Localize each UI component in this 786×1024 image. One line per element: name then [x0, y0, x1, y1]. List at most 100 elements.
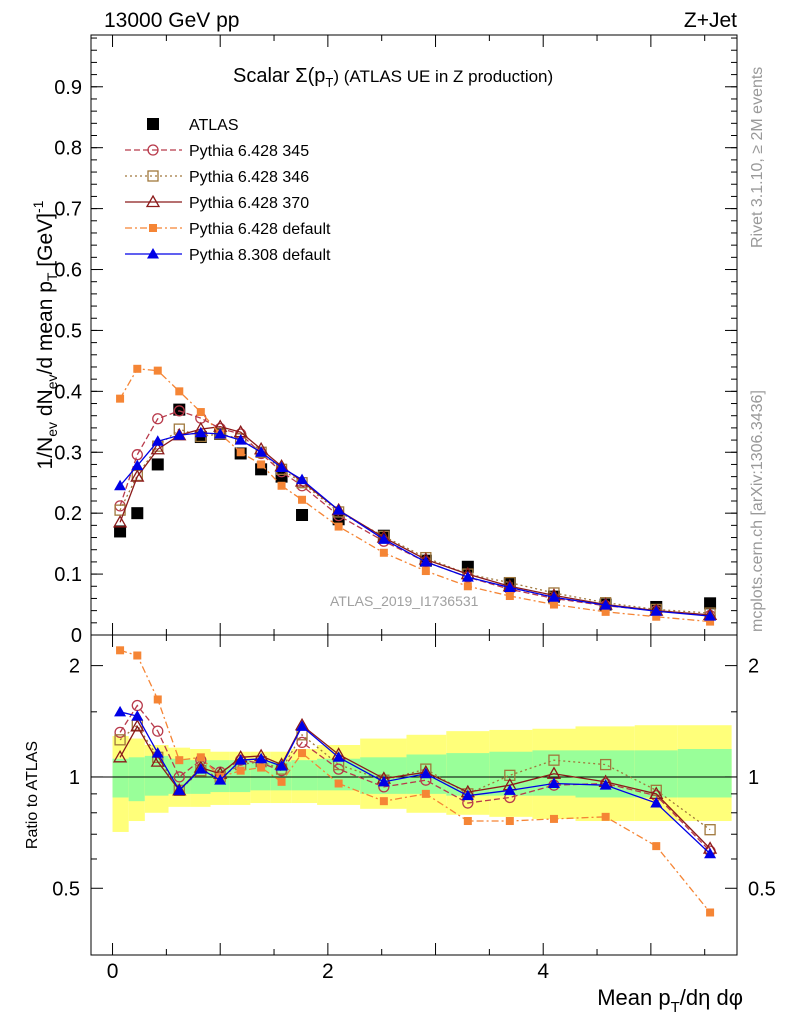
series-5-ratio-point: [461, 789, 474, 801]
series-5-ratio-point: [255, 752, 268, 764]
y-tick-label-ratio-right: 0.5: [748, 878, 776, 900]
series-4-point: [257, 460, 266, 469]
legend-marker-4: [149, 224, 157, 232]
series-4-ratio-point: [463, 817, 472, 826]
band-inner-bin: [128, 757, 145, 802]
x-tick-label: 4: [537, 960, 549, 983]
series-5-point: [114, 479, 127, 491]
title-main: Scalar Σ(p: [233, 65, 325, 87]
data-point: [114, 525, 127, 538]
series-2-ratio-point: [650, 784, 662, 796]
series-4-ratio-point: [257, 763, 266, 772]
series-5-point: [173, 429, 186, 440]
series-5-point: [377, 533, 390, 544]
series-5-ratio-point: [234, 754, 247, 765]
series-5-ratio-point: [377, 775, 390, 787]
series-5-ratio-point: [332, 751, 345, 762]
ylabel-p2: dN: [34, 389, 57, 422]
y-tick-label-main: 0.2: [54, 503, 82, 525]
y-tick-label-main: 0.8: [54, 138, 82, 160]
xlabel-s1: T: [671, 999, 680, 1016]
series-4-point: [505, 592, 514, 601]
series-4-point: [298, 495, 307, 504]
ylabel-p3: /d mean p: [34, 281, 57, 374]
series-2-ratio-point: [548, 754, 560, 766]
series-5-point: [234, 434, 247, 445]
legend: ATLAS Pythia 6.428 345 Pythia 6.428 346 Pyt…: [125, 117, 331, 264]
y-tick-label-main: 0.5: [54, 320, 82, 342]
series-4-point: [133, 364, 142, 373]
main-panel-frame: [90, 34, 738, 636]
series-5-ratio-point: [599, 779, 612, 790]
mcplots-label: mcplots.cern.ch [arXiv:1306.3436]: [749, 390, 766, 632]
series-4-point: [196, 408, 205, 417]
series-4-point: [379, 548, 388, 557]
band-inner-bin: [112, 758, 129, 798]
y-tick-label-ratio-right: 2: [748, 656, 759, 678]
series-5-point: [599, 599, 612, 610]
series-5-point: [194, 426, 207, 438]
y-tick-label-main: 0.3: [54, 442, 82, 464]
series-5-ratio-point: [419, 767, 432, 779]
series-4-point: [463, 582, 472, 591]
ylabel-s2: ev: [44, 374, 60, 389]
ratio-series: [112, 646, 718, 917]
series-2-ratio-point: [599, 758, 612, 771]
xlabel-p1: Mean p: [597, 985, 670, 1010]
ylabel-s3: T: [44, 272, 60, 281]
data-point: [131, 507, 144, 520]
y-tick-label-main: 0.9: [54, 77, 82, 99]
series-4-ratio-point: [334, 779, 343, 788]
series-5-point: [131, 459, 144, 471]
series-4-ratio-point: [133, 651, 142, 660]
band-inner-bin: [634, 750, 678, 798]
series-1-point: [152, 413, 164, 425]
ylabel-sup: -1: [30, 200, 46, 213]
analysis-watermark: ATLAS_2019_I1736531: [330, 593, 479, 609]
series-4-ratio-point: [116, 646, 125, 655]
series-3-ratio-point: [112, 750, 128, 763]
series-5-ratio-point: [214, 774, 227, 785]
series-5-ratio-point: [704, 847, 717, 859]
y-tick-label-main: 0.4: [54, 381, 82, 403]
series-5-point: [151, 435, 164, 446]
series-4-ratio-point: [379, 797, 388, 806]
series-3-point: [112, 514, 128, 528]
series-4-point: [652, 612, 661, 621]
x-axis-label: Mean pT/dη dφ: [597, 985, 743, 1016]
legend-label-3: Pythia 6.428 370: [189, 195, 309, 212]
series-1-ratio-point: [173, 771, 185, 783]
series-4-point: [334, 522, 343, 531]
series-5-ratio-point: [296, 720, 309, 731]
series-5-ratio-point: [503, 784, 516, 795]
series-1-line: [119, 410, 711, 617]
series-2-line: [119, 428, 711, 614]
series-4-point: [236, 448, 245, 457]
series-4-point: [549, 600, 558, 609]
data-point: [151, 458, 164, 471]
series-5-point: [461, 571, 474, 582]
series-5-line: [119, 432, 711, 617]
series-4-ratio-point: [277, 777, 286, 786]
y-tick-label-ratio: 1: [69, 767, 80, 789]
axis-ticks: 0 2 4 0 0.1 0.2 0.3 0.4 0.5 0.6 0.7 0.8 0.9 0.5 0.5 1 1 2…: [52, 35, 776, 983]
header-energy: 13000 GeV pp: [104, 9, 239, 32]
series-2-ratio-point: [114, 734, 126, 746]
chart-title: Scalar Σ(pT) (ATLAS UE in Z production): [233, 65, 553, 90]
legend-label-0: ATLAS: [189, 117, 239, 134]
series-4-ratio-point: [298, 749, 307, 758]
series-3-line: [119, 426, 711, 616]
legend-marker-3: [145, 194, 161, 208]
series-1-ratio-line: [119, 704, 711, 852]
series-5-ratio-point: [275, 760, 288, 771]
y-tick-label-main: 0: [71, 625, 82, 647]
legend-label-1: Pythia 6.428 345: [189, 143, 309, 160]
x-tick-label: 0: [107, 960, 119, 983]
series-3-point: [150, 441, 165, 455]
band-inner-bin: [575, 750, 635, 798]
legend-label-4: Pythia 6.428 default: [189, 221, 331, 238]
series-5-ratio-point: [173, 784, 186, 795]
series-5-point: [332, 504, 345, 515]
series-4-ratio-point: [153, 695, 162, 704]
series-1-point: [131, 449, 143, 461]
